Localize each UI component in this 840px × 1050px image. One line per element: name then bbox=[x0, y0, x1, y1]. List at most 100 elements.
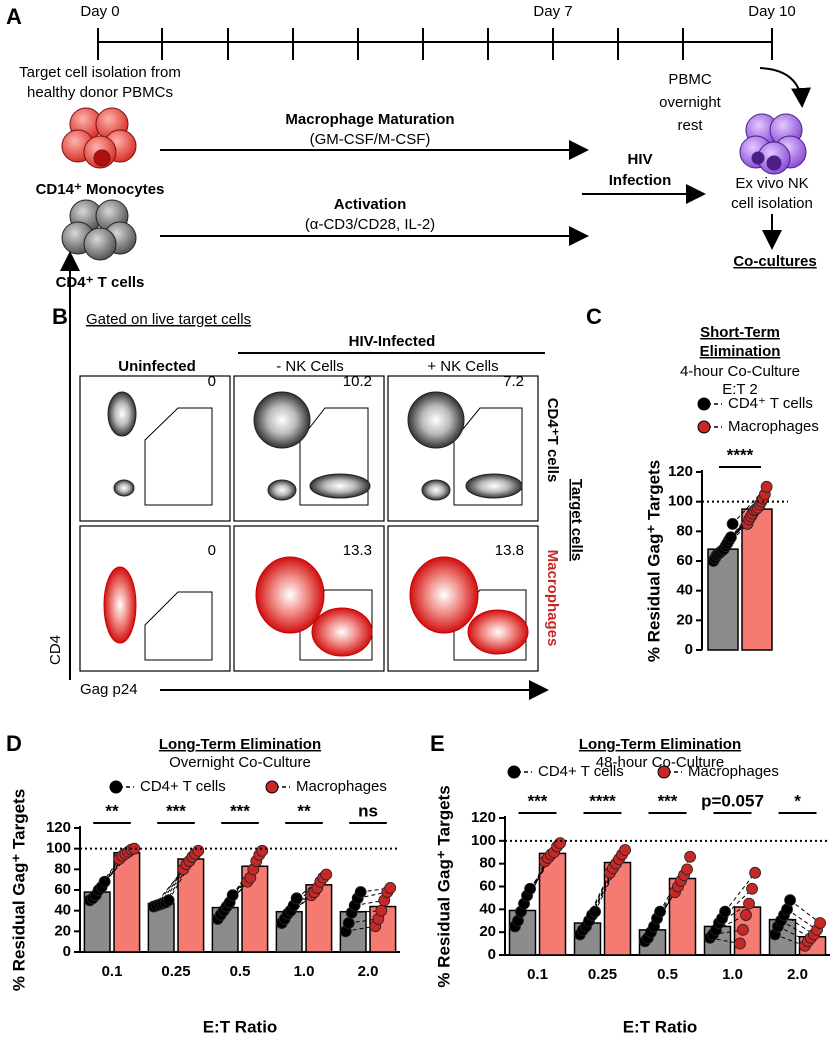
significance-label: ns bbox=[358, 801, 378, 820]
y-tick-label: 100 bbox=[471, 832, 496, 849]
data-point bbox=[719, 905, 731, 918]
pair-line bbox=[789, 899, 821, 924]
pair-line bbox=[777, 926, 809, 942]
chart-note: E:T 2 bbox=[722, 381, 758, 398]
group-label: HIV-Infected bbox=[349, 333, 436, 350]
y-tick-label: 20 bbox=[676, 611, 693, 628]
panel-letter: B bbox=[52, 304, 68, 329]
pair-line bbox=[724, 872, 756, 912]
data-point bbox=[320, 868, 333, 881]
pair-line bbox=[579, 872, 611, 935]
x-axis-label: E:T Ratio bbox=[203, 1017, 278, 1036]
step-label: Activation bbox=[334, 196, 407, 213]
data-point bbox=[684, 850, 696, 863]
data-point bbox=[256, 844, 269, 857]
data-point bbox=[724, 531, 737, 544]
step-label: Macrophage Maturation bbox=[285, 111, 454, 128]
data-point bbox=[760, 480, 773, 493]
data-point bbox=[384, 882, 397, 894]
day-label: Day 0 bbox=[80, 3, 119, 20]
cell-label: CD14⁺ Monocytes bbox=[36, 181, 165, 198]
day-label: Day 7 bbox=[533, 3, 572, 20]
pair-line bbox=[715, 914, 747, 931]
pair-line bbox=[357, 891, 388, 899]
data-point bbox=[98, 875, 111, 888]
data-point bbox=[290, 892, 303, 905]
tcell-cluster bbox=[61, 199, 137, 261]
legend-label: Macrophages bbox=[688, 763, 779, 780]
legend-marker bbox=[265, 780, 279, 794]
y-tick-label: 60 bbox=[479, 877, 496, 894]
pbmc-cluster bbox=[739, 113, 807, 175]
bar bbox=[538, 852, 567, 956]
monocyte-cluster bbox=[61, 107, 137, 169]
isolation-text: Target cell isolation from bbox=[19, 64, 181, 81]
flow-plots bbox=[79, 375, 539, 672]
nk-text: Ex vivo NK bbox=[735, 175, 808, 192]
data-point bbox=[554, 837, 566, 850]
y-tick-label: 120 bbox=[46, 819, 71, 836]
step-detail: (α-CD3/CD28, IL-2) bbox=[305, 216, 435, 233]
data-point bbox=[162, 894, 175, 907]
pair-line bbox=[718, 903, 750, 924]
x-axis-label: E:T Ratio bbox=[623, 1017, 698, 1036]
y-tick-label: 40 bbox=[479, 900, 496, 917]
significance-label: *** bbox=[528, 791, 548, 810]
legend-marker bbox=[697, 420, 711, 434]
legend-marker bbox=[109, 780, 123, 794]
data-point bbox=[226, 889, 239, 902]
pair-line bbox=[783, 914, 815, 935]
panel-a: A Day 0 Day 7 Day 10 Target cell isolati… bbox=[6, 3, 817, 291]
data-point bbox=[737, 923, 749, 936]
rest-text: PBMC bbox=[668, 71, 712, 88]
timeline-ticks bbox=[97, 28, 773, 60]
pair-line bbox=[786, 908, 818, 931]
chart-title: Long-Term Elimination bbox=[159, 736, 321, 753]
row-label: Macrophages bbox=[544, 550, 561, 647]
column-label: Uninfected bbox=[118, 358, 196, 375]
y-tick-label: 100 bbox=[46, 840, 71, 857]
chart-title: Elimination bbox=[700, 343, 781, 360]
pair-line bbox=[582, 868, 614, 931]
gate-value: 0 bbox=[208, 542, 216, 559]
y-tick-label: 0 bbox=[63, 943, 71, 960]
y-axis-label: % Residual Gag⁺ Targets bbox=[434, 785, 453, 987]
bar bbox=[741, 508, 773, 651]
chart-title: Short-Term bbox=[700, 324, 780, 341]
significance-label: *** bbox=[658, 791, 678, 810]
rest-text: rest bbox=[677, 117, 703, 134]
x-tick-label: 1.0 bbox=[722, 966, 743, 983]
data-point bbox=[654, 905, 666, 918]
isolation-text: healthy donor PBMCs bbox=[27, 84, 173, 101]
data-point bbox=[342, 917, 355, 929]
panel-letter: D bbox=[6, 731, 22, 756]
axis-label: Gag p24 bbox=[80, 681, 138, 698]
step-label: HIV bbox=[627, 151, 652, 168]
significance-label: **** bbox=[727, 445, 754, 464]
data-point bbox=[128, 842, 141, 855]
legend-label: CD4+ T cells bbox=[538, 763, 624, 780]
bar bbox=[113, 852, 141, 953]
significance-label: **** bbox=[589, 791, 616, 810]
curved-arrow bbox=[759, 67, 812, 108]
step-label: Infection bbox=[609, 172, 672, 189]
x-tick-label: 0.25 bbox=[161, 963, 190, 980]
panel-b: B Gated on live target cells HIV-Infecte… bbox=[47, 251, 585, 700]
pair-line bbox=[165, 853, 196, 903]
data-point bbox=[814, 917, 826, 929]
y-tick-label: 100 bbox=[668, 493, 693, 510]
y-tick-label: 20 bbox=[54, 922, 71, 939]
panel-letter: A bbox=[6, 4, 22, 29]
row-label: CD4⁺T cells bbox=[544, 398, 561, 483]
pair-line bbox=[732, 486, 767, 525]
y-tick-label: 0 bbox=[488, 946, 496, 963]
y-axis-label: % Residual Gag⁺ Targets bbox=[9, 789, 28, 991]
panel-letter: E bbox=[430, 731, 445, 756]
significance-label: *** bbox=[230, 801, 250, 820]
x-tick-label: 2.0 bbox=[358, 963, 379, 980]
data-point bbox=[589, 905, 601, 918]
y-tick-label: 60 bbox=[676, 552, 693, 569]
data-point bbox=[784, 894, 796, 907]
column-label: + NK Cells bbox=[427, 358, 498, 375]
